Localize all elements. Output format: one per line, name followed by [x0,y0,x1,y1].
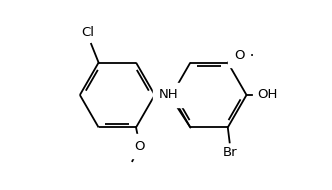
Text: O: O [134,140,145,153]
Text: Br: Br [222,146,237,159]
Text: O: O [234,49,244,62]
Text: OH: OH [257,89,277,101]
Text: Cl: Cl [81,26,94,39]
Text: NH: NH [159,89,179,101]
